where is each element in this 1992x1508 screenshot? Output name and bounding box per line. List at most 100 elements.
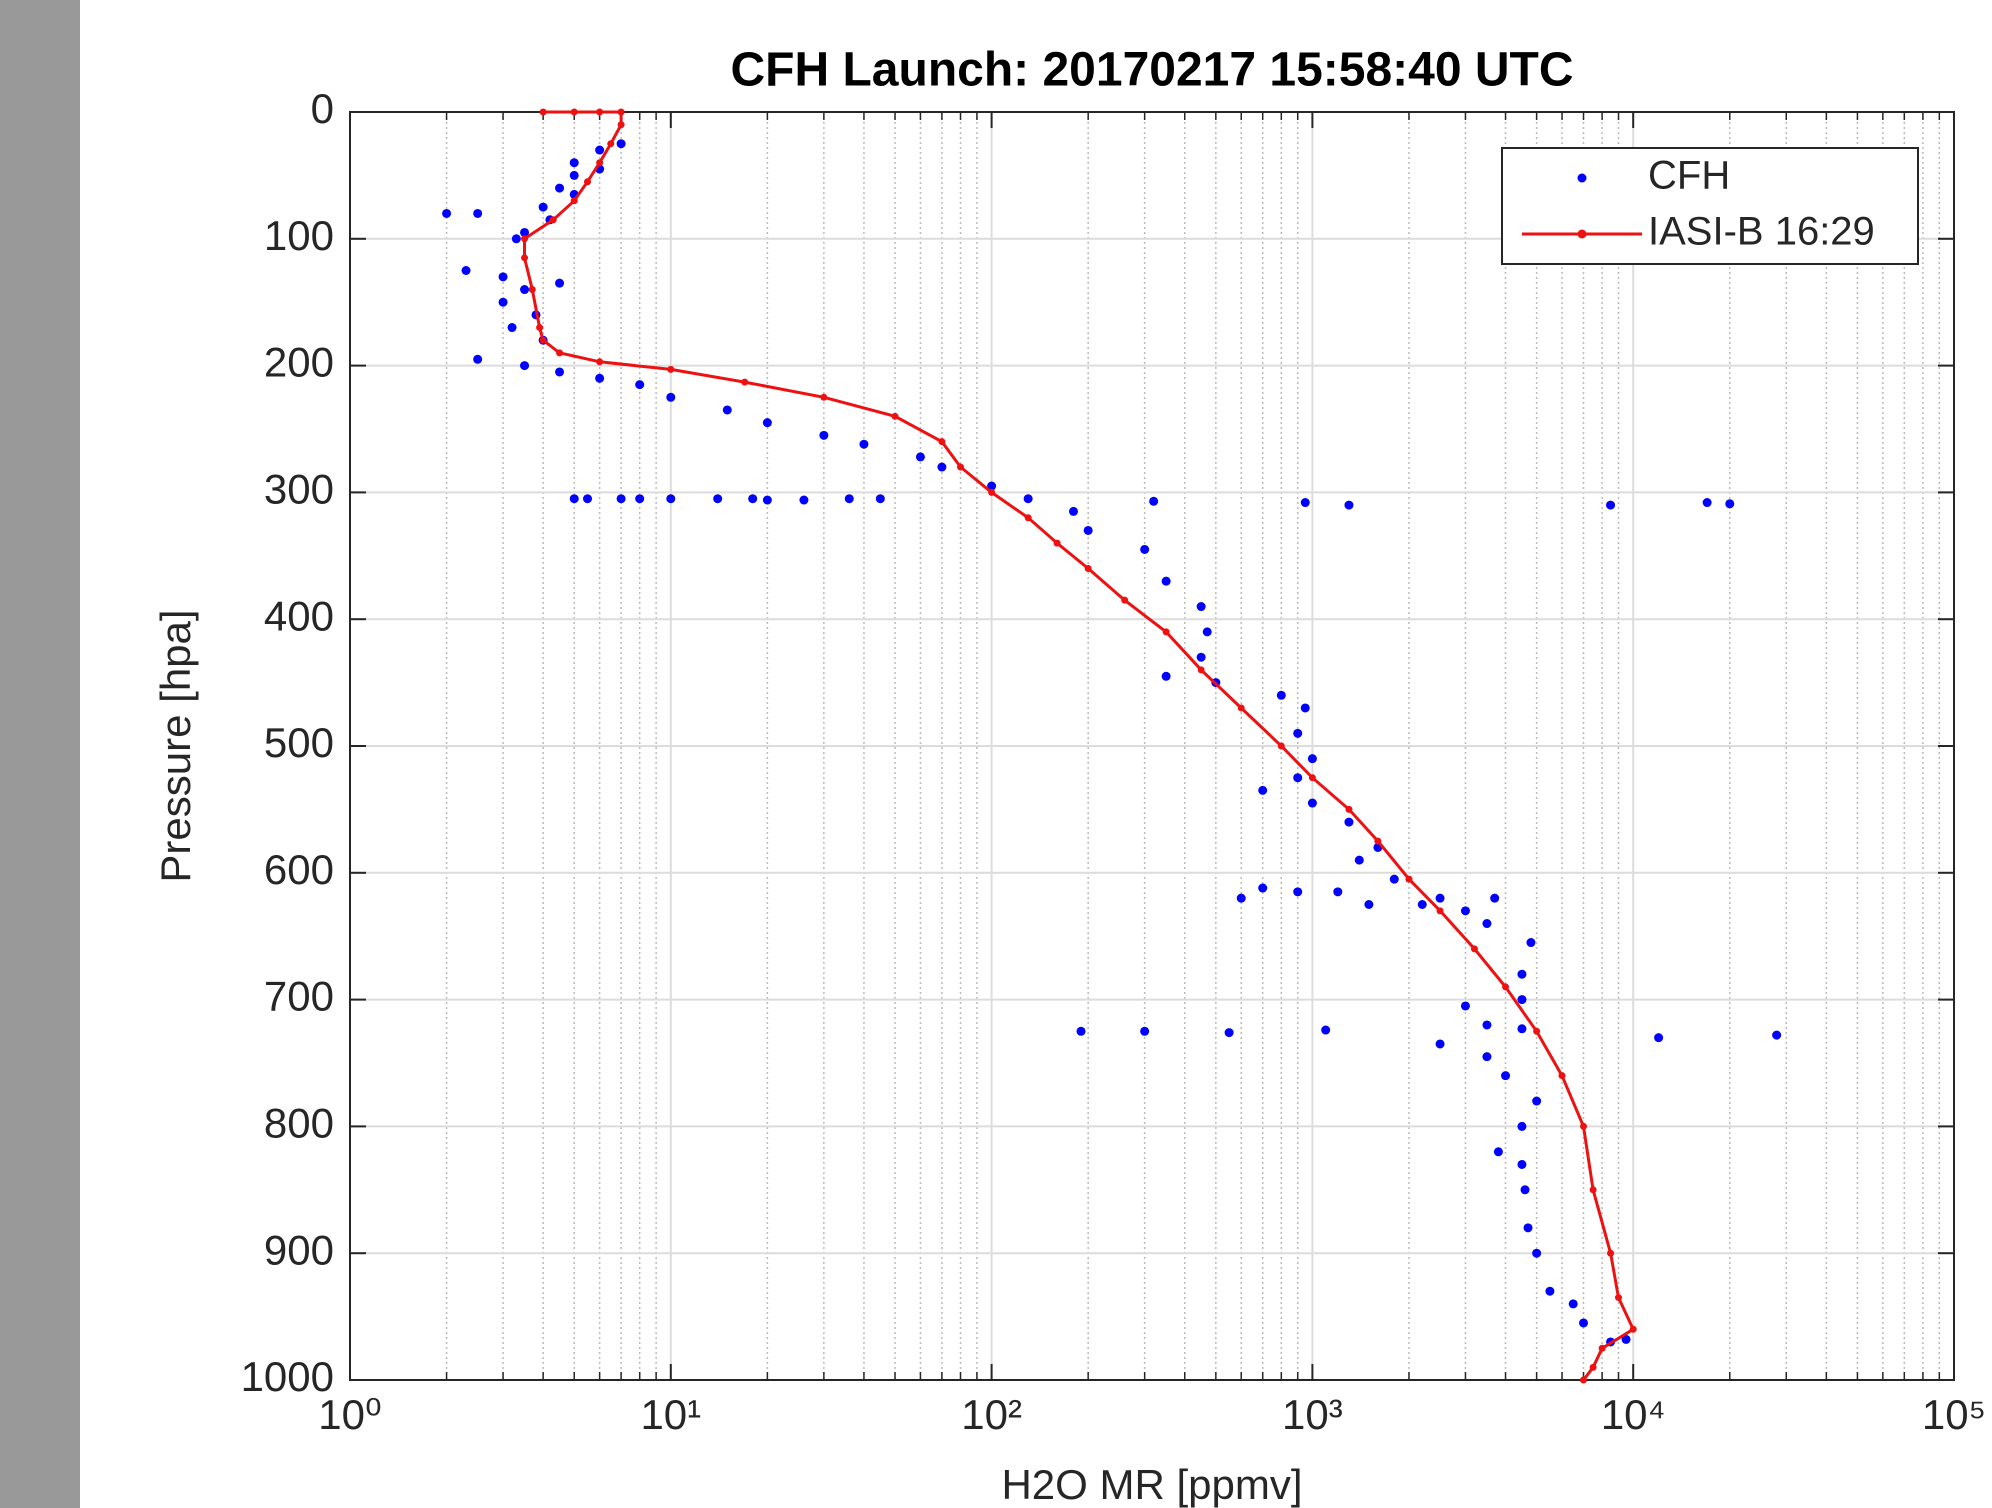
line-marker	[1053, 539, 1061, 547]
line-marker	[596, 108, 604, 116]
line-marker	[596, 159, 604, 167]
line-marker	[521, 254, 529, 262]
scatter-point	[498, 297, 508, 307]
line-marker	[617, 108, 625, 116]
line-marker	[1084, 564, 1092, 572]
scatter-point	[1517, 1159, 1527, 1169]
scatter-point	[1354, 855, 1364, 865]
scatter-point	[595, 373, 605, 383]
line-marker	[570, 108, 578, 116]
scatter-point	[520, 361, 530, 371]
scatter-point	[1258, 883, 1268, 893]
line-marker	[607, 140, 615, 148]
line-marker	[1277, 742, 1285, 750]
scatter-point	[461, 266, 471, 275]
scatter-point	[1435, 1039, 1445, 1049]
scatter-point	[1293, 887, 1303, 897]
line-marker	[1533, 1027, 1541, 1035]
scatter-point	[859, 439, 869, 449]
scatter-point	[473, 208, 483, 218]
scatter-point	[1202, 627, 1212, 637]
y-tick-label: 500	[264, 719, 334, 766]
scatter-point	[1517, 1024, 1527, 1034]
scatter-point	[1140, 544, 1150, 554]
scatter-point	[1196, 602, 1206, 612]
scatter-point	[1140, 1026, 1150, 1036]
scatter-point	[1076, 1026, 1086, 1036]
line-marker	[957, 463, 965, 471]
scatter-point	[1161, 671, 1171, 681]
scatter-point	[555, 367, 565, 377]
scatter-point	[1520, 1185, 1530, 1195]
scatter-point	[762, 495, 772, 505]
scatter-point	[1321, 1025, 1331, 1035]
x-tick-label: 10²	[961, 1391, 1022, 1438]
line-marker	[1162, 628, 1170, 636]
scatter-point	[1725, 499, 1735, 509]
scatter-point	[1772, 1030, 1782, 1040]
line-marker	[1024, 514, 1032, 522]
scatter-point	[1344, 817, 1354, 827]
scatter-point	[442, 208, 452, 218]
scatter-point	[1654, 1033, 1664, 1043]
legend-marker	[1577, 173, 1587, 183]
y-tick-label: 600	[264, 846, 334, 893]
y-tick-label: 700	[264, 973, 334, 1020]
scatter-point	[722, 405, 732, 415]
plot-frame	[349, 111, 1955, 1381]
y-tick-label: 1000	[241, 1353, 334, 1400]
scatter-point	[616, 139, 626, 149]
scatter-point	[616, 494, 626, 504]
line-marker	[596, 358, 604, 366]
scatter-point	[1417, 900, 1427, 909]
scatter-point	[1300, 703, 1310, 713]
scatter-point	[1532, 1096, 1542, 1106]
line-marker	[1237, 704, 1245, 712]
scatter-point	[511, 234, 521, 244]
scatter-point	[915, 452, 925, 462]
line-marker	[1197, 666, 1205, 674]
scatter-point	[1149, 496, 1159, 506]
line-marker	[891, 412, 899, 420]
scatter-point	[1517, 995, 1527, 1005]
line-marker	[1374, 837, 1382, 845]
scatter-point	[875, 494, 885, 504]
scatter-point	[1307, 754, 1317, 764]
scatter-point	[569, 170, 579, 180]
scatter-point	[1523, 1223, 1533, 1233]
scatter-point	[1224, 1028, 1234, 1038]
scatter-point	[1501, 1071, 1511, 1081]
scatter-point	[473, 354, 483, 364]
scatter-point	[1460, 1001, 1470, 1011]
line-marker	[521, 235, 529, 243]
scatter-point	[1490, 893, 1500, 903]
scatter-point	[937, 462, 947, 472]
line-marker	[1558, 1072, 1566, 1080]
line-marker	[1580, 1376, 1588, 1384]
y-tick-label: 300	[264, 465, 334, 512]
line-marker	[741, 378, 749, 386]
scatter-point	[1161, 576, 1171, 586]
scatter-point	[799, 495, 809, 505]
y-tick-label: 400	[264, 592, 334, 639]
scatter-point	[569, 494, 579, 504]
y-tick-label: 200	[264, 339, 334, 386]
scatter-point	[1293, 728, 1303, 738]
line-marker	[1580, 1122, 1588, 1130]
x-tick-label: 10¹	[640, 1391, 701, 1438]
line-marker	[1615, 1294, 1623, 1302]
y-tick-label: 0	[311, 85, 334, 132]
y-tick-label: 100	[264, 212, 334, 259]
line-marker	[539, 108, 547, 116]
scatter-point	[1568, 1299, 1578, 1309]
line-marker	[1436, 907, 1444, 915]
scatter-point	[1482, 919, 1492, 929]
scatter-point	[987, 481, 997, 491]
scatter-point	[555, 278, 565, 288]
scatter-point	[507, 323, 517, 333]
legend-label: CFH	[1648, 154, 1730, 198]
scatter-point	[713, 494, 723, 504]
line-marker	[539, 336, 547, 344]
y-tick-label: 800	[264, 1099, 334, 1146]
line-marker	[1589, 1363, 1597, 1371]
